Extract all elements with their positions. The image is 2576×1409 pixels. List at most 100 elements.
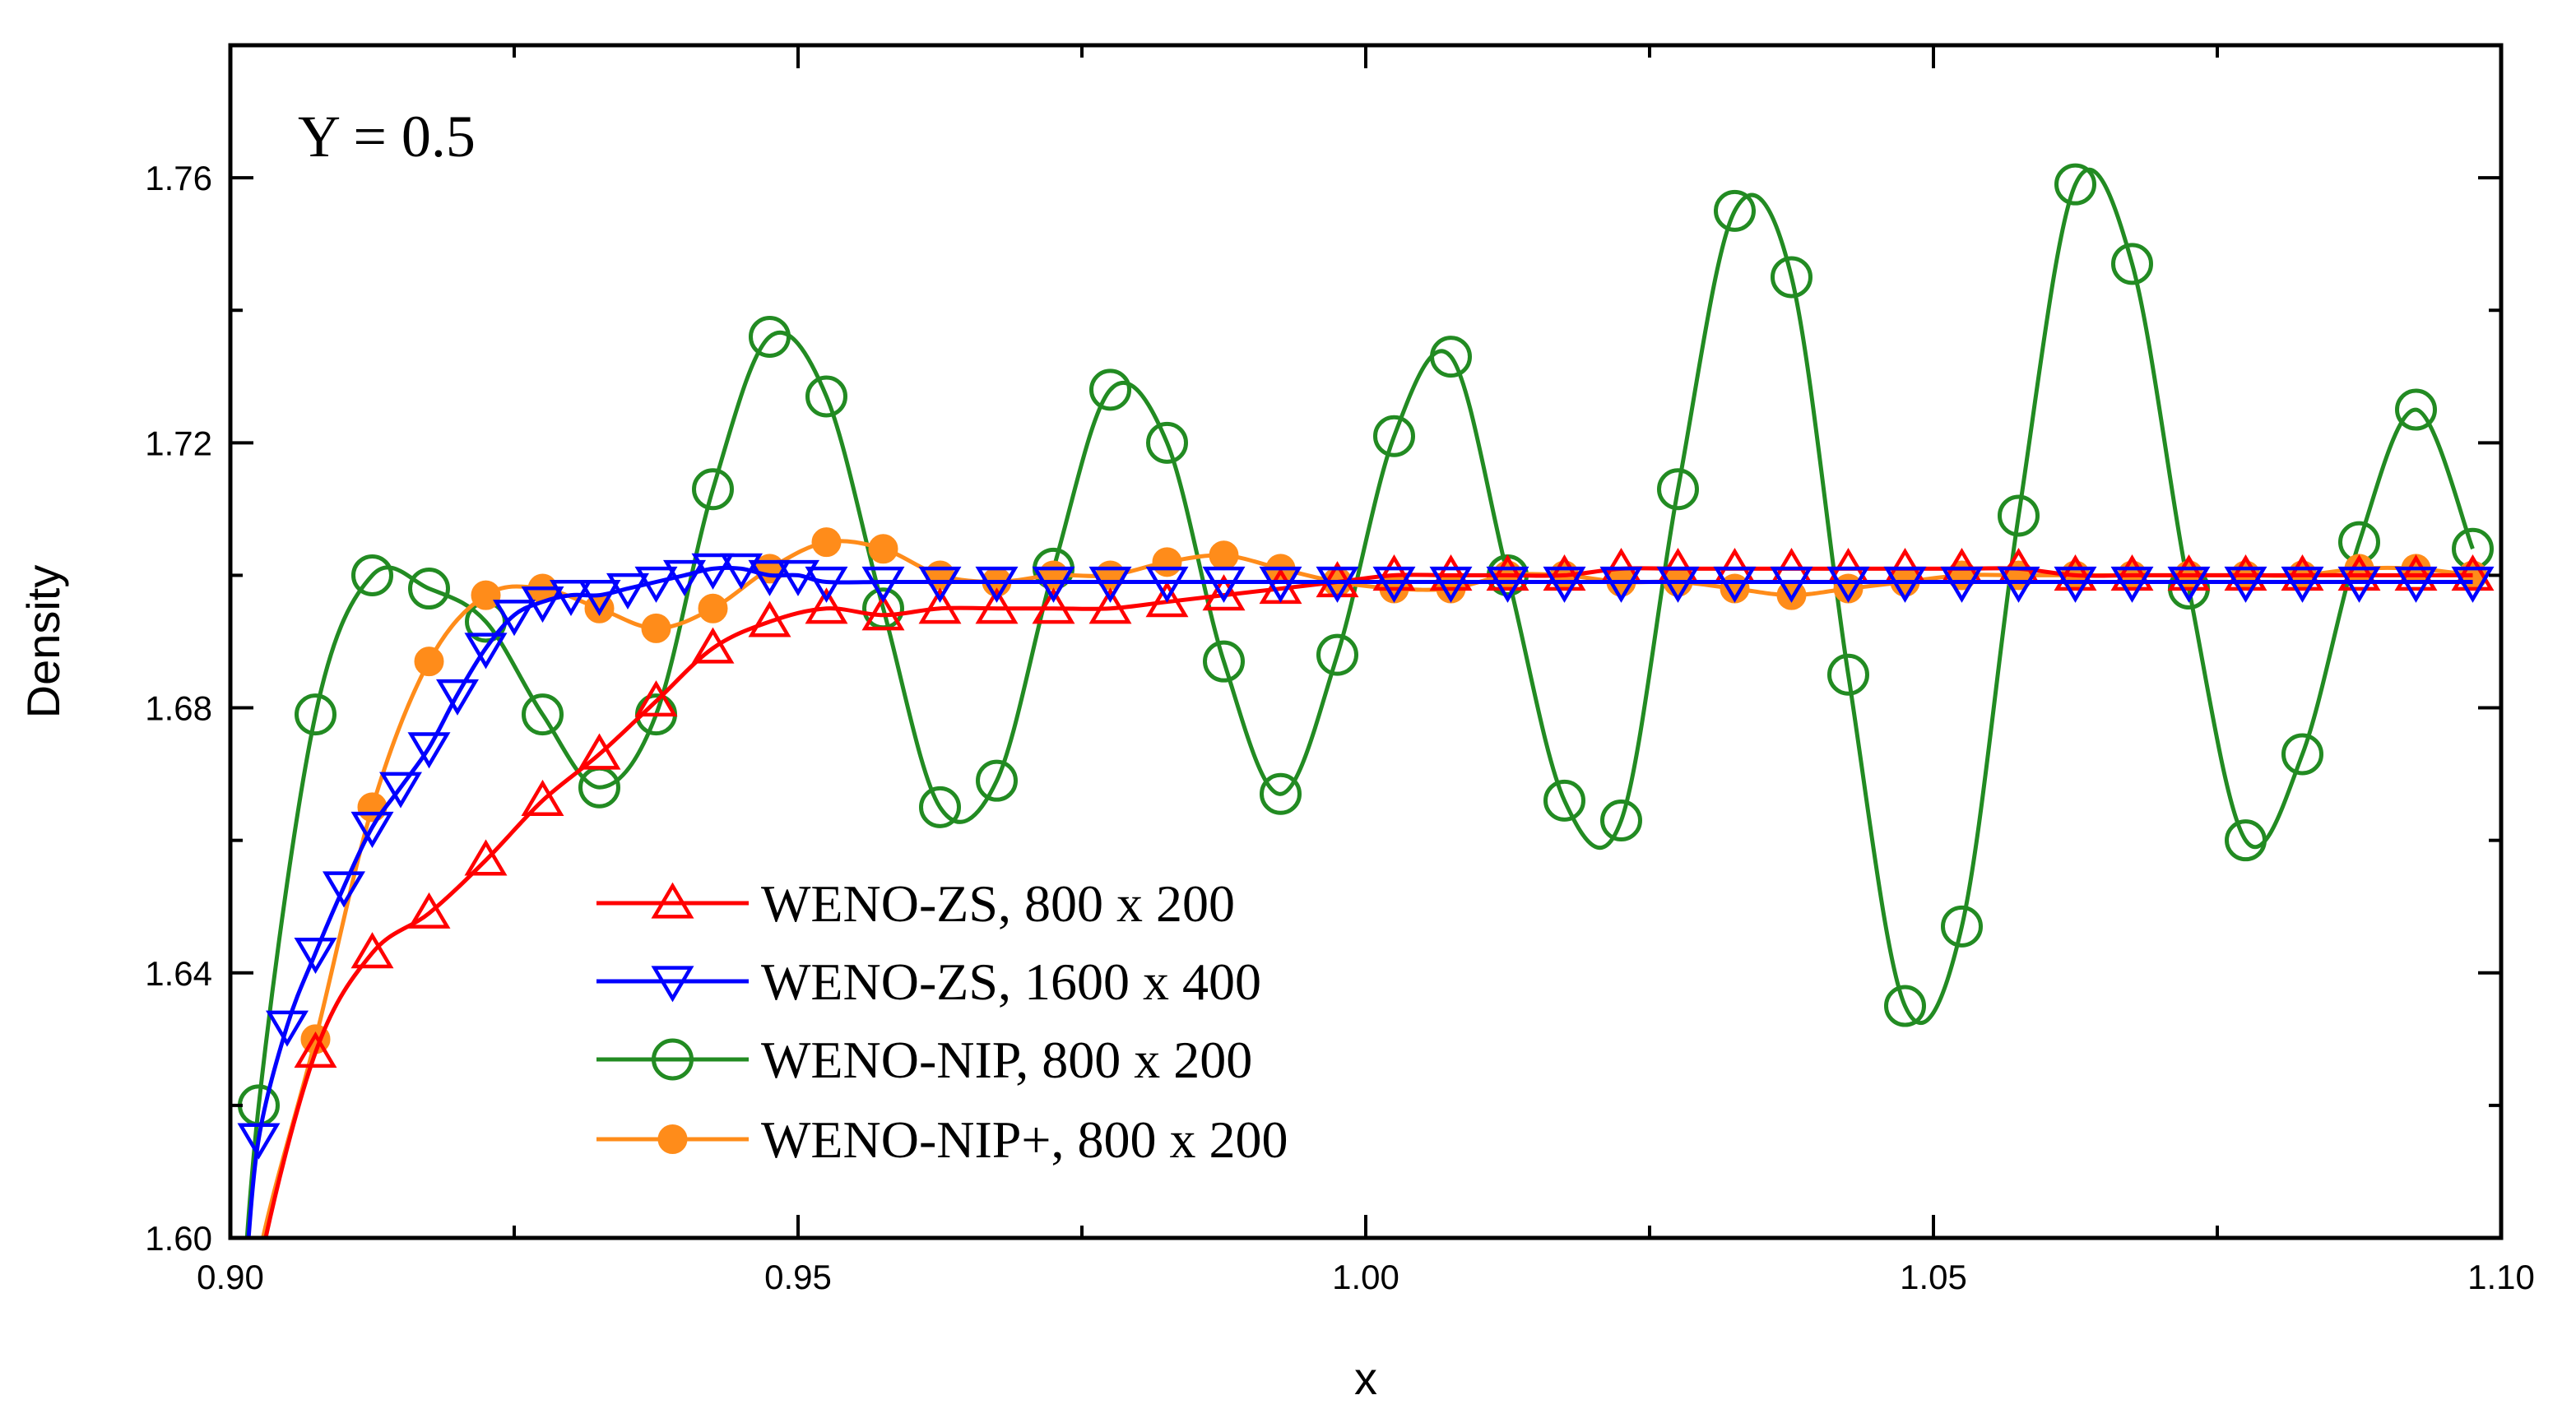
data-point xyxy=(749,315,791,358)
data-point xyxy=(975,566,1019,603)
data-point xyxy=(323,871,365,908)
data-point xyxy=(1430,336,1472,378)
data-point xyxy=(748,559,791,596)
data-point xyxy=(805,375,847,418)
data-point xyxy=(2451,554,2495,591)
y-tick-label: 1.60 xyxy=(145,1219,212,1258)
series-line xyxy=(263,566,2473,1238)
data-point xyxy=(2337,554,2381,591)
data-point xyxy=(436,679,479,716)
data-point xyxy=(1543,566,1586,603)
data-point xyxy=(2281,733,2323,776)
data-point xyxy=(1657,468,1699,511)
x-tick-label: 0.90 xyxy=(197,1258,264,1296)
data-point xyxy=(578,579,621,617)
data-point xyxy=(2110,566,2154,603)
legend-label: WENO-NIP, 800 x 200 xyxy=(761,1031,1252,1089)
data-point xyxy=(407,732,451,769)
data-point xyxy=(1316,566,1359,603)
data-point xyxy=(1486,566,1529,603)
data-point xyxy=(2224,554,2267,591)
data-point xyxy=(1032,587,1075,624)
data-point xyxy=(2054,554,2097,591)
data-point xyxy=(2224,566,2267,603)
data-point xyxy=(1998,494,2040,537)
x-tick-label: 1.00 xyxy=(1332,1258,1399,1296)
data-point xyxy=(1260,772,1302,815)
data-point xyxy=(1997,566,2040,603)
data-point xyxy=(1543,779,1585,822)
series-line xyxy=(246,565,2473,1238)
data-point xyxy=(691,553,735,590)
data-point xyxy=(379,772,422,809)
data-point xyxy=(350,932,394,969)
legend-label: WENO-ZS, 800 x 200 xyxy=(761,874,1235,933)
data-point xyxy=(1600,800,1642,841)
data-point xyxy=(266,1010,309,1047)
data-point xyxy=(294,1031,337,1068)
data-point xyxy=(578,733,621,770)
data-point xyxy=(2167,566,2211,603)
x-tick-label: 1.10 xyxy=(2467,1258,2535,1296)
data-point xyxy=(522,693,564,736)
legend-swatch-marker xyxy=(652,1038,694,1081)
data-point xyxy=(1088,566,1132,603)
legend-swatch-marker xyxy=(657,1124,688,1154)
data-point xyxy=(811,527,842,558)
data-point xyxy=(295,693,337,736)
data-point xyxy=(2281,554,2324,591)
data-point xyxy=(357,792,388,823)
data-point xyxy=(1088,587,1132,624)
data-point xyxy=(2054,163,2096,206)
legend-swatch-marker xyxy=(651,966,694,1003)
data-point xyxy=(1429,554,1473,591)
data-point xyxy=(1771,256,1812,299)
y-tick-label: 1.64 xyxy=(145,954,212,993)
data-point xyxy=(634,566,678,603)
data-point xyxy=(1656,566,1700,603)
data-point xyxy=(805,566,848,603)
series-group xyxy=(237,553,2495,1238)
legend: WENO-ZS, 800 x 200 WENO-ZS, 1600 x 400 WEN… xyxy=(596,874,1288,1169)
data-point xyxy=(351,554,393,596)
data-point xyxy=(1146,421,1188,464)
data-point xyxy=(493,600,536,637)
data-point xyxy=(1543,554,1586,591)
data-point xyxy=(1209,540,1239,571)
data-point xyxy=(1486,554,1529,591)
data-point xyxy=(1883,566,1927,603)
y-tick-label: 1.76 xyxy=(145,159,212,197)
annotation-label: Y = 0.5 xyxy=(298,104,476,169)
data-point xyxy=(407,892,451,929)
data-point xyxy=(408,568,450,610)
data-point xyxy=(2394,554,2438,591)
data-point xyxy=(634,680,678,717)
data-point xyxy=(1202,574,1246,611)
data-point xyxy=(2337,566,2381,603)
data-point xyxy=(1884,985,1926,1027)
data-point xyxy=(748,600,791,637)
data-point xyxy=(550,579,592,617)
data-point xyxy=(918,587,962,624)
data-point xyxy=(918,566,962,603)
data-point xyxy=(1032,566,1075,603)
data-point xyxy=(698,593,728,623)
data-point xyxy=(1202,566,1246,603)
data-point xyxy=(350,811,394,848)
data-point xyxy=(1316,633,1358,676)
axes-layer: 0.90 0.95 1.00 1.05 1.10 1.60 1.64 1.68 1.72 1.76 xyxy=(145,44,2535,1296)
data-point xyxy=(691,627,735,664)
data-point xyxy=(861,594,905,631)
data-point xyxy=(1145,581,1189,618)
x-tick-label: 1.05 xyxy=(1900,1258,1967,1296)
data-point xyxy=(1827,653,1869,696)
data-point xyxy=(805,587,848,624)
data-point xyxy=(471,580,501,610)
data-point xyxy=(663,559,706,596)
y-tick-label: 1.68 xyxy=(145,689,212,728)
data-point xyxy=(1429,566,1473,603)
data-point xyxy=(237,1123,281,1160)
data-point xyxy=(2167,554,2211,591)
data-point xyxy=(521,586,564,623)
